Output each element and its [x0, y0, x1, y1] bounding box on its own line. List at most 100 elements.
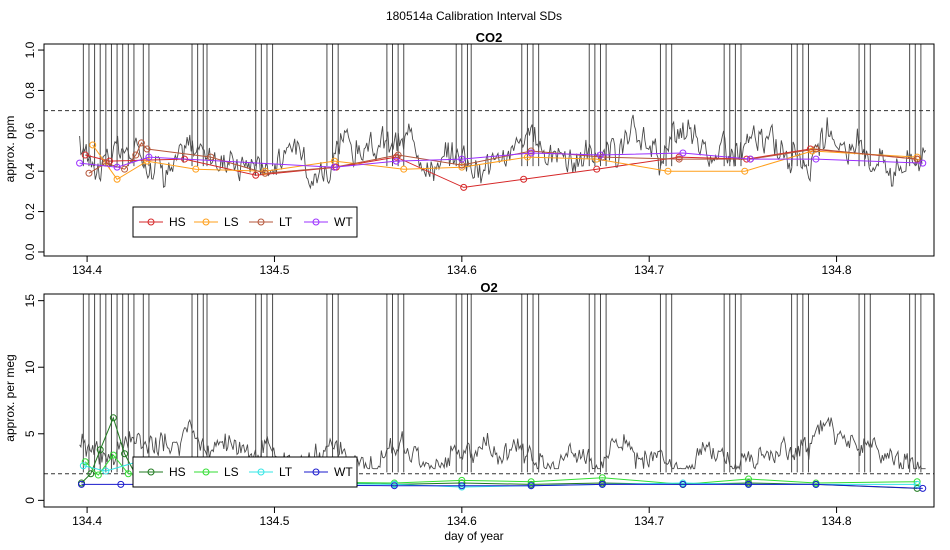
co2-point-ls — [458, 163, 466, 171]
o2-point-hs — [96, 446, 104, 454]
figure-title: 180514a Calibration Interval SDs — [386, 9, 562, 23]
o2-x-tick-label: 134.4 — [72, 514, 102, 528]
o2-legend: HS LS LT WT — [132, 456, 358, 488]
co2-point-wt — [679, 149, 687, 157]
co2-legend-swatch-point — [202, 218, 210, 226]
co2-point-ls — [113, 175, 121, 183]
o2-point-wt — [812, 480, 820, 488]
co2-point-hs — [252, 171, 260, 179]
co2-y-tick-label: 0.8 — [23, 82, 37, 99]
co2-legend-swatch-point — [257, 218, 265, 226]
co2-axes-layer: 134.4 134.5 134.6 134.7 134.8 0.0 0.2 0.4 0.6 0.8… — [23, 41, 935, 277]
co2-y-tick-label: 0.4 — [23, 163, 37, 180]
o2-x-tick-label: 134.5 — [259, 514, 289, 528]
co2-point-wt — [458, 155, 466, 163]
co2-point-ls — [913, 153, 921, 161]
co2-point-ls — [523, 153, 531, 161]
co2-point-lt — [812, 145, 820, 153]
o2-point-hs — [121, 450, 129, 458]
co2-point-lt — [394, 151, 402, 159]
o2-y-tick-label: 0 — [23, 497, 37, 504]
co2-point-ls — [192, 165, 200, 173]
co2-series-line-wt — [79, 152, 923, 168]
co2-point-hs — [675, 153, 683, 161]
co2-point-ls — [741, 167, 749, 175]
o2-point-ls — [94, 471, 102, 479]
co2-point-ls — [89, 141, 97, 149]
o2-ylabel: approx. per meg — [3, 354, 17, 441]
co2-x-tick-label: 134.8 — [822, 263, 852, 277]
co2-point-ls — [808, 147, 816, 155]
o2-point-ls — [745, 475, 753, 483]
co2-point-hs — [520, 175, 528, 183]
co2-legend-label-wt: WT — [334, 215, 353, 229]
o2-legend-swatch-point — [202, 468, 210, 476]
o2-point-lt — [102, 467, 110, 475]
o2-series-line-ls — [84, 454, 918, 485]
o2-point-wt — [77, 480, 85, 488]
o2-point-lt — [913, 480, 921, 488]
co2-legend-label-lt: LT — [279, 215, 293, 229]
co2-point-lt — [132, 151, 140, 159]
co2-point-wt — [145, 153, 153, 161]
o2-point-ls — [109, 451, 117, 459]
co2-point-wt — [330, 163, 338, 171]
co2-point-hs — [460, 183, 468, 191]
o2-point-ls — [913, 478, 921, 486]
co2-point-hs — [81, 151, 89, 159]
o2-point-lt — [79, 462, 87, 470]
co2-point-ls — [664, 167, 672, 175]
co2-point-hs — [392, 153, 400, 161]
o2-axes-layer: 134.4 134.5 134.6 134.7 134.8 0 5 10 15 — [23, 293, 935, 528]
co2-y-tick-label: 0.2 — [23, 203, 37, 220]
o2-y-tick-label: 10 — [23, 360, 37, 374]
co2-point-lt — [143, 145, 151, 153]
o2-point-ls — [458, 476, 466, 484]
co2-point-ls — [261, 167, 269, 175]
o2-legend-swatch-point — [257, 468, 265, 476]
o2-point-wt — [458, 482, 466, 490]
co2-point-lt — [913, 155, 921, 163]
o2-series-line-hs — [81, 416, 918, 489]
co2-legend-label-hs: HS — [169, 215, 186, 229]
co2-title: CO2 — [476, 30, 503, 45]
co2-legend: HS LS LT WT — [132, 206, 358, 238]
co2-ylabel: approx. ppm — [3, 116, 17, 183]
o2-point-wt — [598, 480, 606, 488]
co2-point-ls — [400, 165, 408, 173]
o2-point-ls — [527, 478, 535, 486]
co2-trace-layer — [79, 44, 926, 190]
o2-legend-label-lt: LT — [279, 465, 293, 479]
o2-point-ls — [124, 470, 132, 478]
o2-x-tick-label: 134.7 — [634, 514, 664, 528]
co2-point-wt — [113, 163, 121, 171]
co2-point-lt — [598, 153, 606, 161]
co2-y-tick-label: 1.0 — [23, 41, 37, 58]
co2-point-hs — [593, 165, 601, 173]
o2-point-wt — [919, 484, 927, 492]
o2-legend-label-wt: WT — [334, 465, 353, 479]
o2-legend-swatch-point — [147, 468, 155, 476]
o2-x-tick-label: 134.6 — [447, 514, 477, 528]
co2-legend-swatch-point — [147, 218, 155, 226]
o2-legend-swatch-point — [312, 468, 320, 476]
co2-plot-frame — [43, 43, 935, 257]
o2-point-hs — [109, 414, 117, 422]
co2-point-lt — [527, 147, 535, 155]
co2-y-tick-label: 0.0 — [23, 243, 37, 260]
co2-y-tick-label: 0.6 — [23, 122, 37, 139]
o2-point-ls — [598, 474, 606, 482]
co2-point-wt — [812, 155, 820, 163]
o2-legend-label-hs: HS — [169, 465, 186, 479]
co2-legend-swatch-point — [312, 218, 320, 226]
o2-point-wt — [527, 482, 535, 490]
o2-point-ls — [81, 458, 89, 466]
co2-series-layer — [76, 139, 927, 191]
o2-point-wt — [117, 480, 125, 488]
co2-x-tick-label: 134.6 — [447, 263, 477, 277]
co2-point-wt — [76, 159, 84, 167]
co2-x-tick-label: 134.7 — [634, 263, 664, 277]
o2-panel: O2 approx. per meg 134.4 134.5 134.6 134.7 1… — [3, 280, 935, 528]
co2-point-wt — [919, 159, 927, 167]
o2-trace-layer — [79, 294, 926, 473]
